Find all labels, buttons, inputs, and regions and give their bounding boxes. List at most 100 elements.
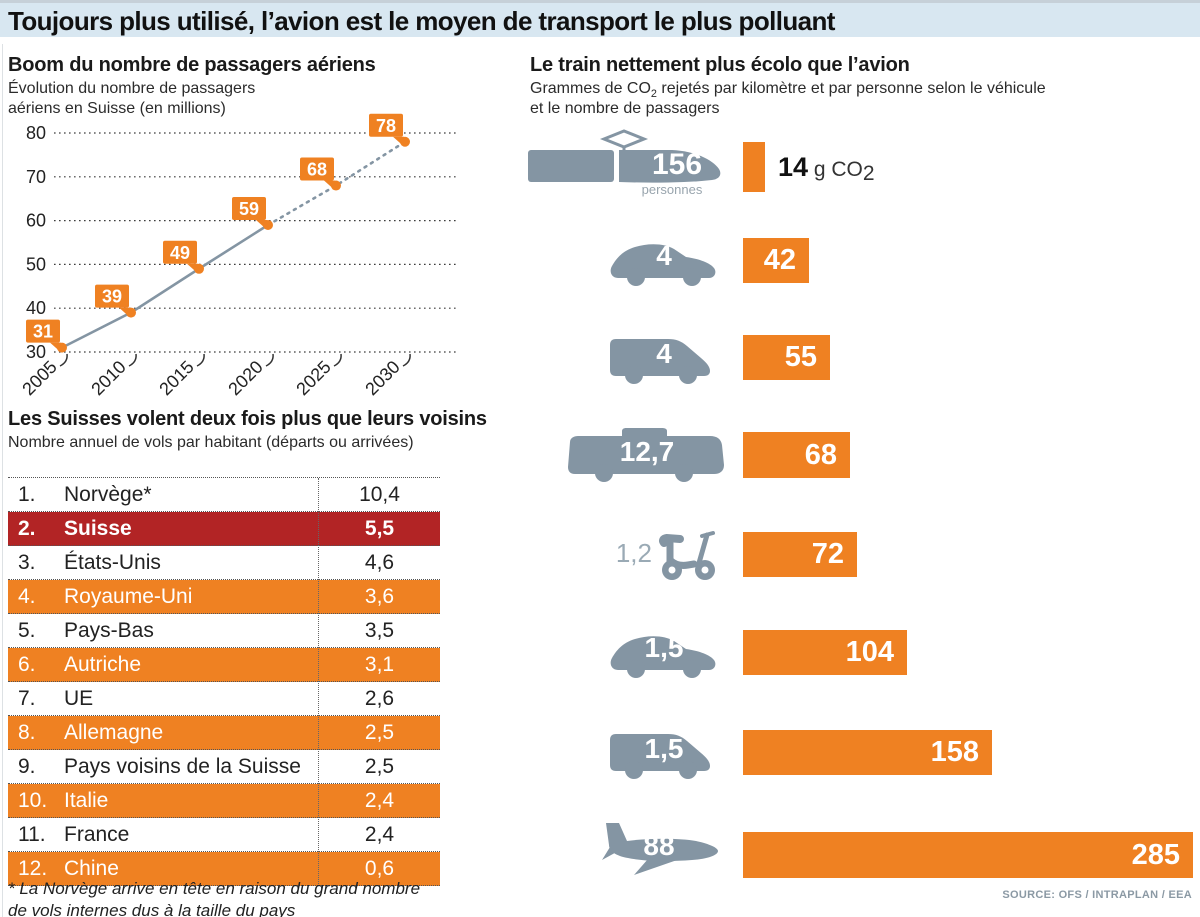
passenger-count: 1,5	[644, 733, 684, 764]
y-tick-label: 50	[26, 254, 46, 274]
data-point-label-pointer	[393, 136, 404, 145]
y-tick-label: 40	[26, 298, 46, 318]
data-point-label-pointer	[256, 219, 267, 228]
table-row: 12. Chine 0,6	[8, 852, 440, 886]
scooter-icon: 1,2	[616, 528, 720, 582]
x-tick-label: 2025	[292, 357, 334, 399]
country-cell: Suisse	[64, 517, 132, 540]
rank-cell: 11.	[18, 823, 46, 846]
co2-bar-value: 72	[811, 538, 844, 570]
rank-cell: 10.	[18, 789, 48, 812]
table-row: 4. Royaume-Uni 3,6	[8, 580, 440, 614]
co2-subtitle-text-2: rejetés par kilomètre et par personne se…	[530, 80, 1046, 118]
bus-icon: 12,7	[566, 428, 728, 482]
table-row: 9. Pays voisins de la Suisse 2,5	[8, 750, 440, 784]
value-cell: 2,6	[364, 687, 395, 710]
rank-cell: 1.	[18, 483, 36, 506]
data-point-label	[95, 284, 129, 308]
passengers-chart-subtitle: Évolution du nombre de passagers aériens…	[8, 80, 256, 118]
co2-bar-value: 42	[763, 244, 796, 276]
data-point-label	[232, 196, 266, 220]
co2-bar: 104	[743, 630, 907, 675]
header-bar: Toujours plus utilisé, l’avion est le mo…	[0, 0, 1200, 37]
co2-bar-value: 285	[1131, 839, 1180, 871]
x-tick-label: 2015	[155, 357, 197, 399]
co2-bar: 68	[743, 432, 850, 478]
data-point-label	[163, 240, 197, 264]
y-tick-label: 70	[26, 167, 46, 187]
co2-bar	[743, 142, 765, 192]
table-row: 6. Autriche 3,1	[8, 648, 440, 682]
country-cell: UE	[64, 687, 94, 710]
co2-bar: 285	[743, 832, 1193, 878]
country-cell: Pays-Bas	[64, 619, 154, 642]
table-row: 7. UE 2,6	[8, 682, 440, 716]
data-point-label-pointer	[50, 342, 61, 351]
y-tick-label: 30	[26, 342, 46, 362]
data-point-label	[26, 319, 60, 343]
country-cell: États-Unis	[64, 551, 161, 574]
rank-cell: 3.	[18, 551, 36, 574]
x-tick-label: 2005	[18, 357, 60, 399]
data-point-label-pointer	[119, 307, 130, 316]
passengers-line-chart: 30 40 50 60 70 80 2005 2010 2015 2020 2025 2030 31 39…	[18, 113, 456, 399]
country-cell: Autriche	[64, 653, 142, 676]
data-point-value: 59	[239, 199, 259, 219]
plane-icon: 88	[596, 818, 722, 876]
value-cell: 2,5	[364, 721, 395, 744]
value-cell: 0,6	[364, 857, 395, 880]
passengers-caption: personnes	[641, 182, 703, 197]
co2-unit-label: 14 g CO2	[778, 142, 875, 192]
table-row: 10. Italie 2,4	[8, 784, 440, 818]
data-point-value: 39	[102, 287, 122, 307]
rank-cell: 5.	[18, 619, 36, 642]
passenger-count: 1,2	[615, 538, 652, 568]
co2-bar-value: 158	[930, 736, 979, 768]
rank-cell: 8.	[18, 721, 36, 744]
co2-bar-value: 68	[804, 439, 837, 471]
data-point-value: 78	[376, 116, 396, 136]
footnote: * La Norvège arrive en tête en raison du…	[8, 879, 421, 917]
van-icon: 4	[608, 330, 720, 386]
co2-unit-sub: 2	[862, 162, 875, 186]
co2-subscript: 2	[650, 88, 657, 101]
value-cell: 4,6	[364, 551, 395, 574]
passenger-count: 156	[651, 148, 703, 181]
country-cell: Royaume-Uni	[64, 585, 193, 608]
passenger-count: 12,7	[619, 436, 675, 467]
co2-subtitle-text: Grammes de CO	[530, 80, 651, 97]
rank-cell: 6.	[18, 653, 36, 676]
co2-value: 14	[778, 152, 809, 182]
car-icon: 1,5	[608, 626, 720, 680]
source-credit: SOURCE: OFS / INTRAPLAN / EEA	[1002, 889, 1192, 901]
tick-hook	[265, 353, 274, 367]
tick-hook	[128, 353, 137, 367]
van-icon: 1,5	[608, 725, 720, 781]
tick-hook	[402, 353, 411, 367]
value-cell: 3,6	[364, 585, 395, 608]
table-row: 3. États-Unis 4,6	[8, 546, 440, 580]
data-point-label	[300, 157, 334, 181]
value-cell: 10,4	[359, 483, 400, 506]
y-tick-label: 60	[26, 211, 46, 231]
train-icon: 156 personnes	[528, 128, 724, 197]
table-row: 2. Suisse 5,5	[8, 512, 440, 546]
data-point-label-pointer	[187, 263, 198, 272]
co2-chart-title: Le train nettement plus écolo que l’avio…	[530, 54, 910, 76]
co2-chart-subtitle: Grammes de CO2 rejetés par kilomètre et …	[530, 79, 1050, 120]
x-tick-label: 2010	[87, 357, 129, 399]
co2-bar-value: 55	[784, 341, 817, 373]
tick-hook	[59, 353, 68, 367]
co2-bar: 158	[743, 730, 992, 775]
co2-bar: 72	[743, 532, 857, 577]
table-row: 8. Allemagne 2,5	[8, 716, 440, 750]
country-cell: Italie	[64, 789, 109, 812]
country-cell: Chine	[64, 857, 119, 880]
car-icon: 4	[608, 234, 720, 288]
co2-bar: 55	[743, 335, 830, 380]
y-tick-label: 80	[26, 123, 46, 143]
table-row: 5. Pays-Bas 3,5	[8, 614, 440, 648]
table-row: 1. Norvège* 10,4	[8, 478, 440, 512]
country-cell: France	[64, 823, 130, 846]
